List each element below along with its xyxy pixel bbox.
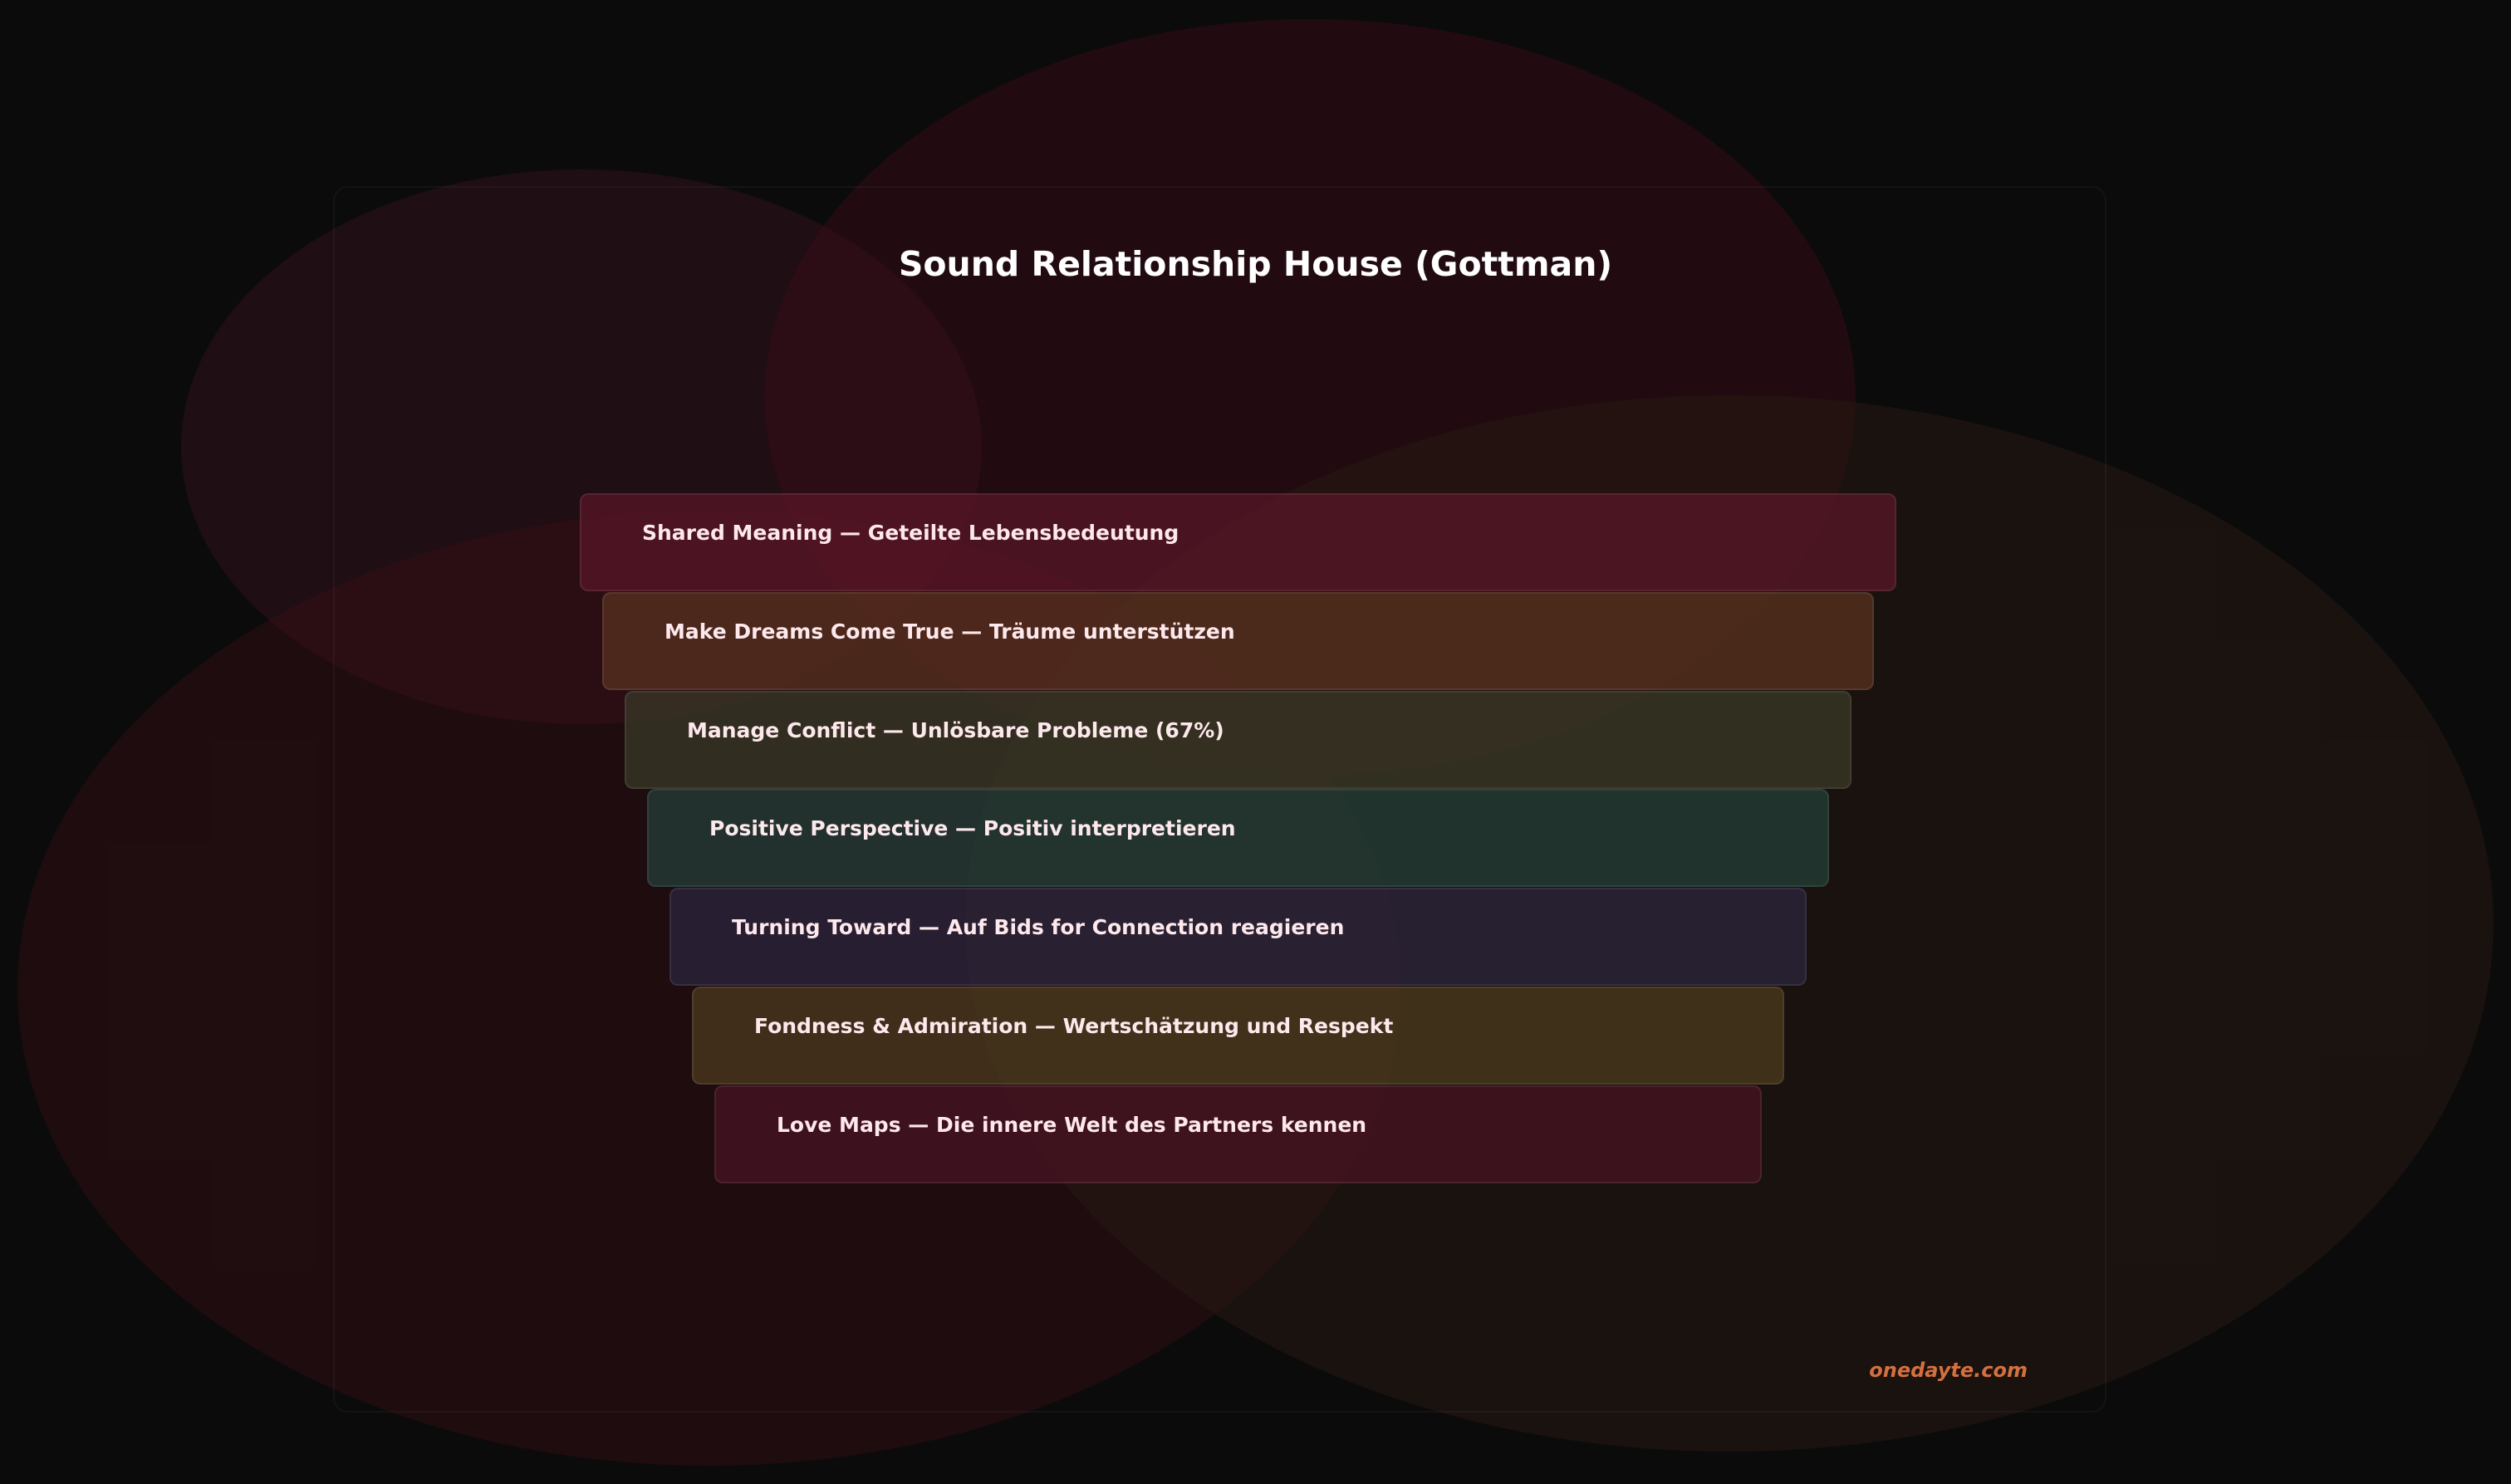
house-level: Turning Toward — Auf Bids for Connection…	[669, 888, 1807, 987]
house-level: Shared Meaning — Geteilte Lebensbedeutun…	[580, 493, 1896, 591]
house-level: Manage Conflict — Unlösbare Probleme (67…	[625, 690, 1851, 789]
house-level-label: Make Dreams Come True — Träume unterstüt…	[665, 619, 1235, 644]
house-level-label: Fondness & Admiration — Wertschätzung un…	[754, 1014, 1394, 1038]
house-level-label: Turning Toward — Auf Bids for Connection…	[732, 915, 1345, 940]
house-level-label: Positive Perspective — Positiv interpret…	[709, 816, 1236, 841]
house-level: Make Dreams Come True — Träume unterstüt…	[602, 591, 1874, 690]
house-level: Love Maps — Die innere Welt des Partners…	[714, 1085, 1762, 1183]
diagram-frame	[333, 186, 2106, 1413]
house-level-label: Manage Conflict — Unlösbare Probleme (67…	[687, 718, 1224, 742]
diagram-title: Sound Relationship House (Gottman)	[898, 244, 1613, 284]
house-level: Fondness & Admiration — Wertschätzung un…	[692, 987, 1784, 1085]
watermark: onedayte.com	[1869, 1359, 2028, 1382]
house-level-label: Love Maps — Die innere Welt des Partners…	[777, 1112, 1367, 1137]
house-level: Positive Perspective — Positiv interpret…	[647, 789, 1829, 888]
house-level-label: Shared Meaning — Geteilte Lebensbedeutun…	[642, 521, 1179, 545]
